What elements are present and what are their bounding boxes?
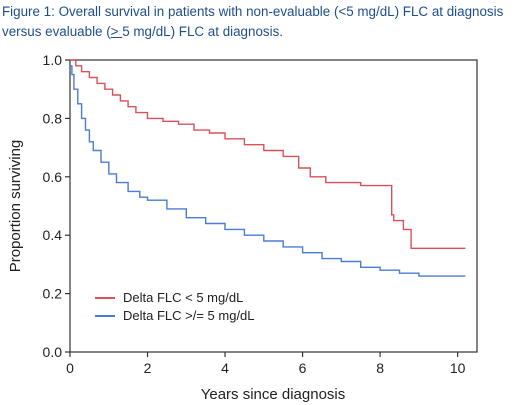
x-tick-label: 2 bbox=[144, 360, 152, 376]
series-line-2 bbox=[70, 65, 466, 277]
y-tick-label: 0.2 bbox=[43, 286, 63, 302]
plot-frame bbox=[69, 59, 478, 353]
x-tick-label: 6 bbox=[299, 360, 307, 376]
y-axis: 0.0 0.2 0.4 0.6 0.8 1.0 bbox=[43, 52, 70, 360]
series-lines bbox=[70, 59, 466, 277]
series-line-1 bbox=[70, 59, 466, 249]
y-tick-label: 0.6 bbox=[43, 169, 63, 185]
caption-ge-symbol: > bbox=[110, 24, 123, 39]
y-tick-label: 0.8 bbox=[43, 110, 63, 126]
y-tick-label: 0.0 bbox=[43, 344, 63, 360]
figure-caption: Figure 1: Overall survival in patients w… bbox=[2, 2, 518, 42]
x-tick-label: 4 bbox=[221, 360, 229, 376]
y-axis-title: Proportion surviving bbox=[7, 140, 24, 273]
x-tick-label: 10 bbox=[450, 360, 466, 376]
legend-label-series-2: Delta FLC >/= 5 mg/dL bbox=[123, 308, 255, 323]
y-tick-label: 0.4 bbox=[43, 227, 63, 243]
x-tick-label: 0 bbox=[66, 360, 74, 376]
legend-label-series-1: Delta FLC < 5 mg/dL bbox=[123, 290, 243, 305]
x-axis: 0 2 4 6 8 10 bbox=[66, 352, 466, 376]
x-tick-label: 8 bbox=[376, 360, 384, 376]
caption-part-2: 5 mg/dL) FLC at diagnosis. bbox=[122, 24, 283, 39]
x-axis-title: Years since diagnosis bbox=[201, 386, 346, 403]
caption-part-1: Figure 1: Overall survival in patients w… bbox=[2, 4, 504, 39]
y-tick-label: 1.0 bbox=[43, 52, 63, 68]
legend: Delta FLC < 5 mg/dL Delta FLC >/= 5 mg/d… bbox=[95, 290, 255, 323]
